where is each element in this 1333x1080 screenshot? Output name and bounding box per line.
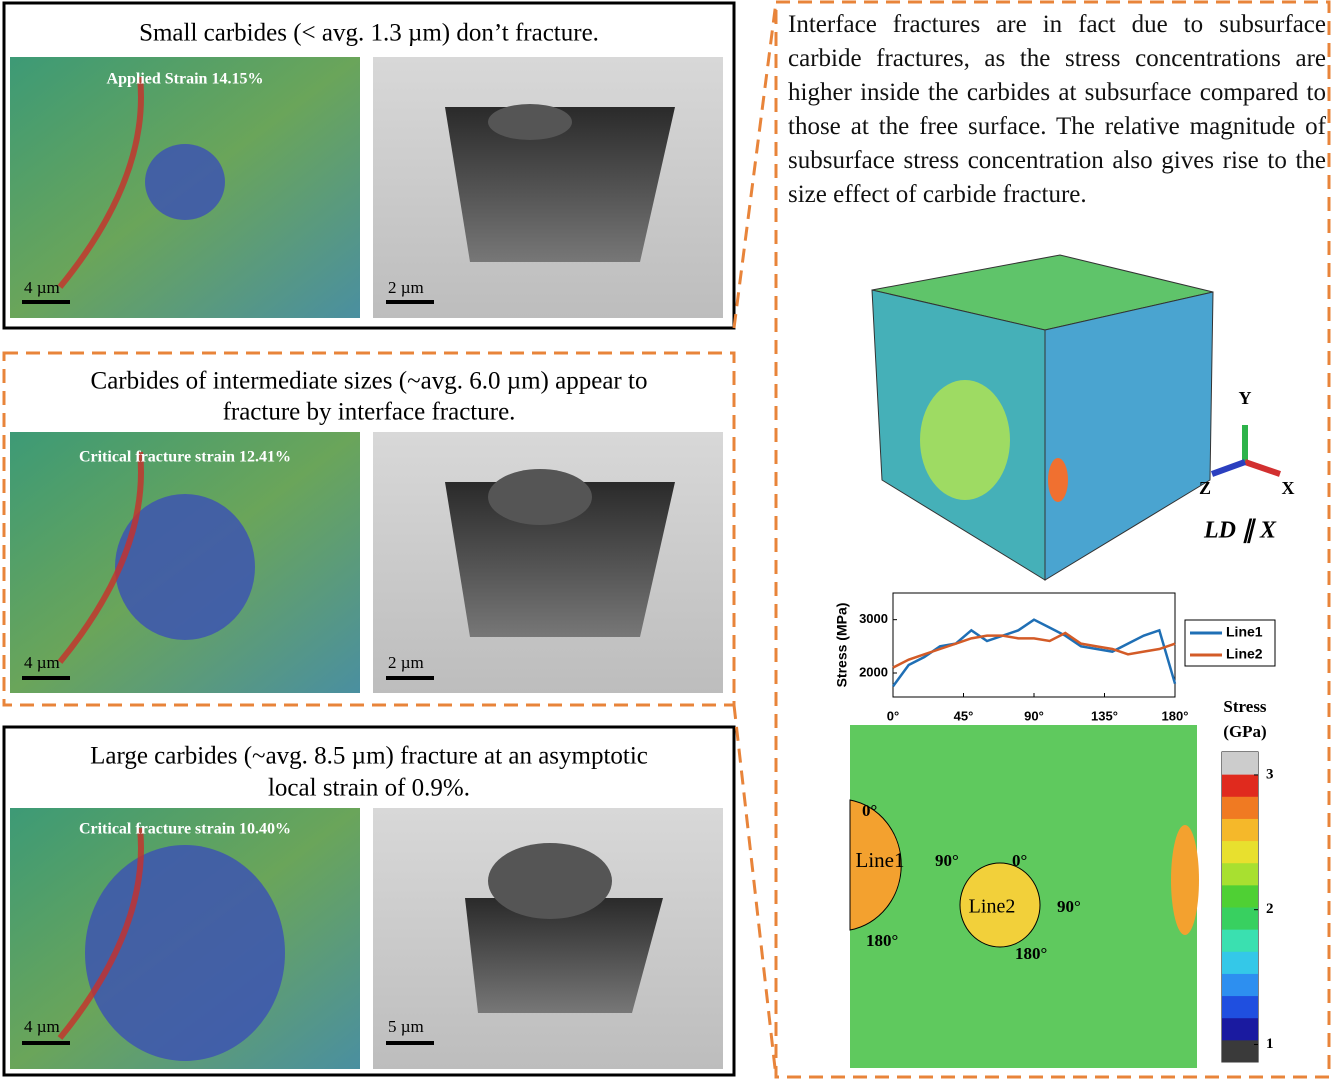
- axis-label: Z: [1199, 478, 1211, 498]
- scale-label: 4 µm: [24, 1017, 60, 1036]
- line-series: [892, 631, 1176, 669]
- legend-label: Line1: [1226, 624, 1263, 640]
- axis-label: X: [1282, 478, 1295, 498]
- panel-frame: [2, 725, 736, 1077]
- map-annotation: 90°: [935, 851, 959, 870]
- map-annotation: 0°: [1012, 851, 1027, 870]
- scale-label: 5 µm: [388, 1017, 424, 1036]
- colorbar-band: [1222, 907, 1258, 930]
- milled-trench: [445, 107, 675, 262]
- milled-trench: [465, 898, 663, 1013]
- caption: Carbides of intermediate sizes (~avg. 6.…: [91, 368, 648, 395]
- connector: [732, 704, 778, 1078]
- cube-face: [1044, 291, 1214, 581]
- scale-label: 4 µm: [24, 653, 60, 672]
- colorbar-band: [1222, 796, 1258, 819]
- y-tick-label: 3000: [859, 611, 888, 626]
- scale-label: 4 µm: [24, 278, 60, 297]
- legend-frame: [1184, 619, 1276, 667]
- caption: local strain of 0.9%.: [268, 775, 470, 802]
- scale-label: 2 µm: [388, 653, 424, 672]
- cube-label: LD ∥ X: [1203, 518, 1277, 544]
- y-axis-label: Stress (MPa): [834, 603, 850, 688]
- map-annotation: Line1: [856, 848, 905, 872]
- legend-label: Line2: [1226, 646, 1263, 662]
- carbide: [488, 104, 572, 140]
- colorbar-band: [1222, 1017, 1258, 1041]
- axis-arrow: [1244, 459, 1281, 477]
- line-series: [891, 618, 1177, 688]
- x-tick-label: 180°: [1162, 708, 1189, 723]
- carbide: [1171, 825, 1199, 935]
- map-annotation: 90°: [1057, 897, 1081, 916]
- description: Interface fractures are in fact due to s…: [788, 11, 1326, 208]
- panel-frame: [2, 351, 736, 707]
- colorbar-band: [1222, 884, 1258, 908]
- axis-arrow: [1210, 459, 1247, 477]
- colorbar-band: [1222, 995, 1258, 1019]
- map-annotation: 180°: [1015, 944, 1047, 963]
- x-tick-label: 0°: [887, 708, 899, 723]
- colorbar-band: [1222, 752, 1258, 775]
- colorbar-band: [1222, 1039, 1258, 1063]
- x-tick-label: 135°: [1091, 708, 1118, 723]
- milled-trench: [445, 482, 675, 637]
- carbide: [488, 843, 612, 919]
- map-annotation: 0°: [862, 801, 877, 820]
- colorbar-tick-label: 2: [1266, 901, 1274, 917]
- carbide: [145, 144, 225, 220]
- carbide: [115, 494, 255, 640]
- strain-band: [57, 76, 144, 289]
- caption: Small carbides (< avg. 1.3 µm) don’t fra…: [139, 20, 599, 47]
- colorbar-band: [1222, 840, 1258, 864]
- map-annotation: 180°: [866, 931, 898, 950]
- connector: [732, 1, 778, 329]
- axis-label: Y: [1239, 388, 1252, 408]
- carbide: [959, 862, 1041, 948]
- colorbar-title: Stress: [1223, 697, 1267, 716]
- caption: Large carbides (~avg. 8.5 µm) fracture a…: [90, 743, 648, 770]
- colorbar-band: [1222, 951, 1258, 974]
- map-annotation: Line2: [969, 896, 1016, 918]
- colorbar-band: [1222, 818, 1258, 842]
- strain-band: [57, 451, 144, 664]
- x-tick-label: 90°: [1024, 708, 1044, 723]
- colorbar-tick-label: 1: [1266, 1036, 1274, 1052]
- colorbar-band: [1222, 973, 1258, 997]
- colorbar-band: [1222, 862, 1258, 886]
- map-label: Critical fracture strain 10.40%: [79, 821, 291, 838]
- colorbar-tick-label: 3: [1266, 766, 1274, 782]
- colorbar-band: [1222, 929, 1258, 952]
- x-tick-label: 45°: [954, 708, 974, 723]
- carbide: [488, 469, 592, 525]
- map-label: Critical fracture strain 12.41%: [79, 449, 291, 466]
- carbide: [920, 380, 1010, 500]
- carbide: [1048, 458, 1068, 502]
- plot-frame: [892, 592, 1176, 698]
- colorbar-band: [1222, 774, 1258, 797]
- map-label: Applied Strain 14.15%: [107, 71, 264, 88]
- colorbar-title: (GPa): [1223, 722, 1266, 741]
- scale-label: 2 µm: [388, 278, 424, 297]
- carbide: [849, 799, 902, 931]
- caption: fracture by interface fracture.: [223, 399, 516, 426]
- panel-frame: [2, 1, 736, 330]
- strain-band: [57, 827, 144, 1040]
- y-tick-label: 2000: [859, 664, 888, 679]
- panel-frame: [774, 0, 1331, 1079]
